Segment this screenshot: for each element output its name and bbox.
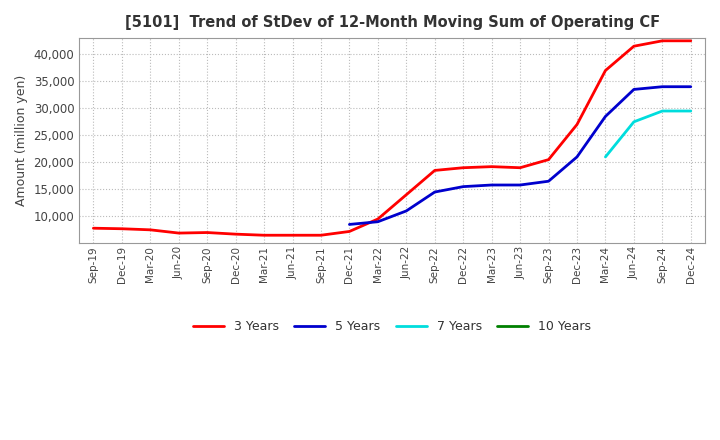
3 Years: [317, 233, 325, 238]
3 Years: [487, 164, 496, 169]
Line: 3 Years: 3 Years: [94, 41, 690, 235]
3 Years: [601, 68, 610, 73]
3 Years: [345, 229, 354, 234]
5 Years: [345, 222, 354, 227]
7 Years: [658, 108, 667, 114]
7 Years: [686, 108, 695, 114]
3 Years: [374, 216, 382, 222]
3 Years: [260, 233, 269, 238]
3 Years: [89, 226, 98, 231]
3 Years: [431, 168, 439, 173]
Line: 5 Years: 5 Years: [349, 87, 690, 224]
3 Years: [174, 231, 183, 236]
5 Years: [629, 87, 638, 92]
Title: [5101]  Trend of StDev of 12-Month Moving Sum of Operating CF: [5101] Trend of StDev of 12-Month Moving…: [125, 15, 660, 30]
3 Years: [686, 38, 695, 44]
3 Years: [572, 122, 581, 127]
3 Years: [117, 226, 126, 231]
3 Years: [231, 231, 240, 237]
5 Years: [686, 84, 695, 89]
3 Years: [544, 157, 553, 162]
5 Years: [431, 189, 439, 194]
3 Years: [146, 227, 155, 232]
3 Years: [629, 44, 638, 49]
3 Years: [203, 230, 212, 235]
5 Years: [402, 208, 410, 213]
5 Years: [544, 179, 553, 184]
5 Years: [601, 114, 610, 119]
5 Years: [516, 182, 524, 187]
3 Years: [516, 165, 524, 170]
7 Years: [629, 119, 638, 125]
Line: 7 Years: 7 Years: [606, 111, 690, 157]
7 Years: [601, 154, 610, 160]
5 Years: [658, 84, 667, 89]
3 Years: [402, 192, 410, 198]
3 Years: [658, 38, 667, 44]
5 Years: [487, 182, 496, 187]
Legend: 3 Years, 5 Years, 7 Years, 10 Years: 3 Years, 5 Years, 7 Years, 10 Years: [188, 315, 596, 338]
5 Years: [459, 184, 467, 189]
3 Years: [459, 165, 467, 170]
Y-axis label: Amount (million yen): Amount (million yen): [15, 75, 28, 206]
5 Years: [572, 154, 581, 160]
5 Years: [374, 219, 382, 224]
3 Years: [288, 233, 297, 238]
